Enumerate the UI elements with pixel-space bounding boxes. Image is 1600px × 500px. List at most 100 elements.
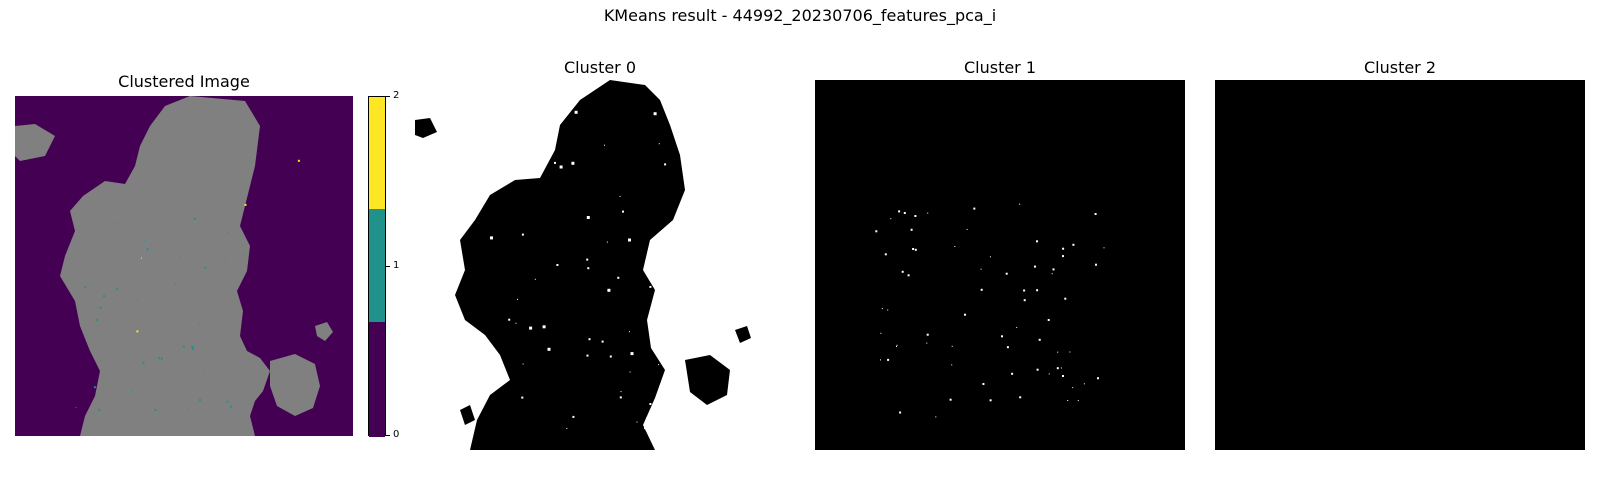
cluster-1-speck [926, 342, 928, 344]
cluster-1-speck [980, 268, 982, 270]
member-speck [534, 278, 536, 280]
clustered-image-panel [15, 96, 353, 436]
member-speck [620, 391, 622, 393]
cluster-1-member-specks [875, 203, 1105, 418]
cluster-1-speck [1011, 372, 1014, 375]
member-speck [521, 396, 524, 399]
cluster-1-speck [226, 400, 229, 403]
cluster-1-speck [1001, 335, 1003, 338]
cluster-1-speck [914, 215, 917, 217]
cluster-1-speck [966, 228, 968, 230]
cluster-1-speck [199, 399, 201, 402]
member-speck [558, 120, 561, 123]
cluster-2-title: Cluster 2 [1363, 58, 1437, 77]
member-speck [636, 421, 638, 423]
masked-region [15, 96, 333, 436]
colorbar-segment-1 [369, 209, 385, 322]
cluster-1-speck [188, 409, 189, 411]
cluster-1-speck [1056, 367, 1059, 370]
member-speck [559, 165, 563, 169]
cluster-1-speck [899, 411, 902, 414]
cluster-1-speck [1072, 387, 1074, 389]
cluster-1-speck [914, 248, 917, 251]
member-speck [546, 126, 550, 130]
cluster-1-speck [1019, 396, 1022, 399]
member-speck [556, 264, 559, 266]
cluster-1-speck [146, 248, 149, 251]
colorbar-tick-0 [386, 435, 390, 436]
colorbar-label-1: 1 [393, 260, 400, 271]
colorbar-tick-2 [386, 96, 390, 97]
cluster-1-speck [989, 256, 991, 258]
cluster-1-speck [964, 313, 966, 316]
figure-title: KMeans result - 44992_20230706_features_… [603, 6, 997, 25]
member-speck [566, 428, 568, 429]
member-speck [529, 326, 533, 330]
member-speck [502, 126, 504, 128]
cluster-1-speck [875, 230, 878, 233]
cluster-1-speck [1060, 367, 1062, 369]
cluster-1-speck [141, 380, 143, 382]
cluster-2-speck [297, 159, 300, 162]
member-speck [604, 144, 605, 146]
colorbar-segment-2 [369, 97, 385, 209]
member-speck [480, 351, 483, 355]
cluster-1-speck [1006, 346, 1009, 349]
cluster-0-svg [415, 80, 785, 450]
cluster-1-speck [1051, 273, 1053, 275]
member-speck [492, 103, 493, 105]
cluster-1-speck [231, 269, 233, 271]
colorbar-tick-1 [386, 266, 390, 267]
cluster-1-speck [926, 333, 929, 336]
cluster-1-speck [193, 217, 196, 220]
cluster-1-speck [1095, 263, 1097, 266]
member-speck [672, 428, 674, 430]
member-speck [646, 417, 648, 420]
member-speck [657, 324, 660, 328]
cluster-1-svg [815, 80, 1185, 450]
cluster-1-speck [1069, 351, 1071, 353]
member-speck [493, 177, 496, 180]
member-speck [586, 216, 590, 219]
member-speck [517, 298, 518, 300]
clustered-image-svg [15, 96, 353, 436]
member-speck [607, 288, 611, 292]
member-speck [586, 258, 589, 261]
cluster-1-speck [100, 271, 102, 273]
cluster-1-speck [1005, 272, 1008, 275]
cluster-1-speck [183, 345, 185, 348]
cluster-1-speck [137, 299, 138, 301]
cluster-1-background [815, 80, 1185, 450]
cluster-1-speck [1057, 351, 1059, 353]
cluster-1-speck [192, 347, 194, 350]
cluster-0-title: Cluster 0 [563, 58, 637, 77]
member-speck [574, 110, 578, 114]
cluster-2-specks [136, 159, 300, 333]
cluster-1-speck [154, 408, 157, 411]
cluster-1-speck [951, 364, 953, 366]
member-speck [649, 285, 652, 288]
cluster-1-speck [951, 345, 953, 347]
cluster-1-speck [117, 222, 119, 224]
cluster-1-speck [75, 406, 77, 408]
member-speck [630, 352, 634, 356]
cluster-1-speck [125, 412, 127, 414]
cluster-1-speck [142, 361, 145, 364]
cluster-1-speck [927, 212, 929, 214]
member-speck [622, 210, 624, 213]
cluster-1-specks [75, 217, 246, 414]
cluster-1-speck [880, 359, 881, 361]
cluster-1-speck [165, 341, 167, 343]
member-speck [644, 426, 647, 430]
cluster-1-speck [910, 228, 913, 231]
cluster-0-panel [415, 80, 785, 450]
cluster-1-speck [1048, 373, 1050, 375]
cluster-2-speck [136, 330, 139, 333]
cluster-1-speck [973, 207, 976, 210]
cluster-1-speck [880, 332, 882, 334]
member-speck [628, 331, 630, 333]
cluster-1-speck [1103, 247, 1105, 249]
cluster-1-speck [989, 399, 992, 402]
member-speck [609, 355, 612, 358]
colorbar-label-2: 2 [393, 90, 400, 101]
